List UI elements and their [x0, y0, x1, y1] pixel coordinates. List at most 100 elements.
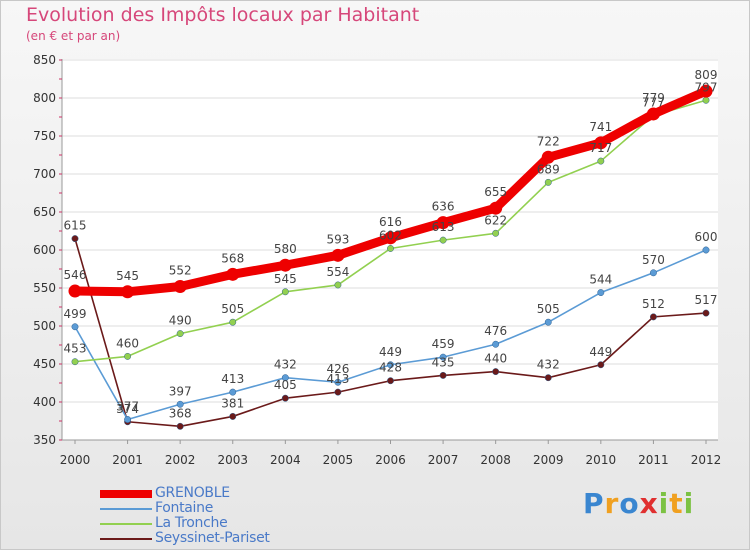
legend-swatch-la-tronche [100, 523, 152, 525]
data-point [229, 412, 237, 420]
data-point [71, 323, 79, 331]
line-chart: 350 400 450 500 550 600 650 700 750 800 850 2000 200… [33, 53, 721, 467]
data-point [544, 178, 552, 186]
x-tick-label: 2006 [375, 453, 406, 467]
data-point [384, 231, 397, 245]
data-point [597, 361, 605, 369]
data-point [597, 157, 605, 165]
data-point [489, 201, 503, 215]
data-point [229, 388, 237, 396]
data-label: 405 [274, 378, 297, 392]
proxiti-logo: Proxiti [583, 487, 694, 520]
data-point [173, 279, 187, 293]
data-label: 545 [274, 272, 297, 286]
logo-letter: t [669, 487, 684, 520]
data-label: 580 [274, 242, 297, 256]
data-label: 505 [537, 302, 560, 316]
data-point [281, 288, 289, 296]
data-label: 426 [326, 362, 349, 376]
data-label: 546 [64, 268, 87, 282]
chart-title: Evolution des Impôts locaux par Habitant [26, 4, 420, 26]
data-point [124, 352, 132, 360]
data-point [176, 400, 184, 408]
y-tick-label: 800 [33, 91, 56, 105]
data-label: 512 [642, 297, 665, 311]
legend-label: La Tronche [155, 515, 228, 531]
data-label: 490 [169, 314, 192, 328]
data-point [439, 353, 447, 361]
data-point [387, 245, 394, 252]
data-label: 809 [695, 68, 718, 82]
data-point [176, 422, 184, 430]
data-point [71, 358, 79, 366]
data-point [702, 309, 710, 317]
data-label: 432 [537, 358, 560, 372]
data-label: 722 [537, 134, 560, 148]
logo-letter: P [583, 487, 605, 520]
data-point [334, 281, 342, 289]
data-label: 505 [221, 302, 244, 316]
x-tick-label: 2011 [638, 453, 669, 467]
data-label: 517 [695, 293, 718, 307]
y-tick-label: 650 [33, 205, 56, 219]
data-label: 381 [221, 396, 244, 410]
y-tick-label: 350 [33, 433, 56, 447]
data-point [121, 285, 135, 299]
data-label: 453 [64, 342, 87, 356]
data-label: 622 [484, 213, 507, 227]
data-point [649, 269, 657, 277]
y-tick-label: 400 [33, 395, 56, 409]
data-point [594, 136, 608, 150]
data-point [387, 361, 394, 369]
y-tick-label: 700 [33, 167, 56, 181]
data-point [439, 371, 447, 379]
data-label: 777 [642, 95, 665, 109]
data-label: 440 [484, 352, 507, 366]
data-label: 552 [169, 263, 192, 277]
data-label: 460 [116, 336, 139, 350]
logo-letter: x [639, 487, 659, 520]
data-label: 413 [221, 372, 244, 386]
data-point [281, 394, 289, 402]
x-tick-label: 2007 [428, 453, 459, 467]
data-point [439, 236, 447, 244]
data-point [176, 330, 184, 338]
data-label: 616 [379, 215, 402, 229]
data-point [702, 96, 710, 104]
data-label: 428 [379, 361, 402, 375]
data-label: 397 [169, 384, 192, 398]
data-point [699, 84, 713, 98]
legend-label: Seyssinet-Pariset [155, 530, 270, 546]
data-label: 368 [169, 406, 192, 420]
x-tick-label: 2010 [586, 453, 617, 467]
data-label: 636 [432, 200, 455, 214]
data-point [492, 229, 500, 237]
data-label: 717 [589, 141, 612, 155]
data-label: 568 [221, 251, 244, 265]
data-label: 655 [484, 185, 507, 199]
data-label: 600 [695, 230, 718, 244]
data-label: 741 [589, 120, 612, 134]
legend-swatch-seyssinet-pariset [100, 538, 152, 540]
data-point [71, 235, 79, 243]
data-point [597, 289, 605, 297]
data-point [334, 388, 342, 396]
data-label: 779 [642, 91, 665, 105]
legend-swatch-grenoble [100, 490, 152, 498]
data-label: 570 [642, 253, 665, 267]
x-tick-label: 2008 [480, 453, 511, 467]
data-label: 413 [326, 372, 349, 386]
data-point [334, 378, 342, 386]
data-label: 459 [432, 337, 455, 351]
legend-label: GRENOBLE [155, 485, 230, 501]
x-tick-label: 2009 [533, 453, 564, 467]
logo-letter: o [619, 487, 640, 520]
data-point [68, 284, 82, 298]
data-point [436, 216, 450, 230]
x-tick-label: 2004 [270, 453, 301, 467]
y-tick-label: 550 [33, 281, 56, 295]
y-tick-label: 450 [33, 357, 56, 371]
data-point [492, 340, 500, 348]
y-tick-label: 750 [33, 129, 56, 143]
logo-letter: i [658, 487, 670, 520]
